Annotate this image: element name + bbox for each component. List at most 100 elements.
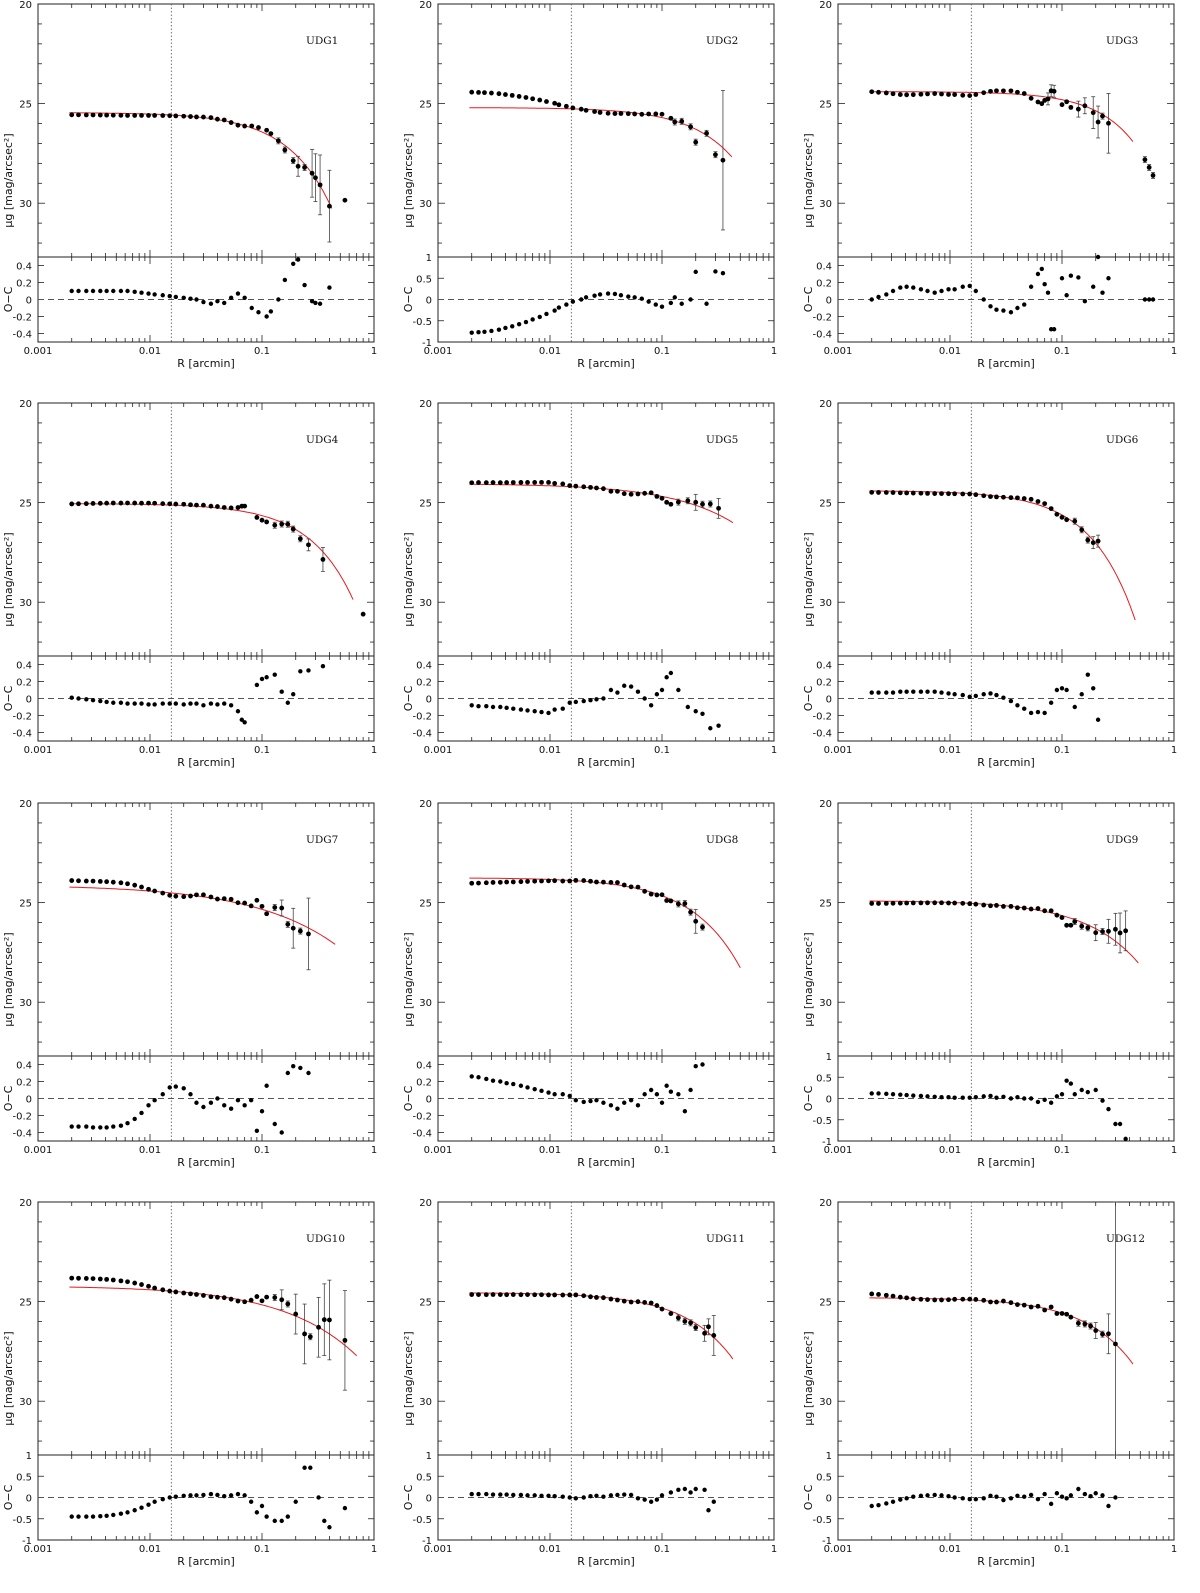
- data-point: [704, 130, 709, 136]
- res-tick-label: 0.5: [16, 1472, 32, 1483]
- residual-point: [884, 1091, 889, 1097]
- residual-point: [1028, 1492, 1034, 1498]
- residual-point: [1028, 284, 1034, 289]
- residual-point: [1095, 254, 1101, 260]
- residual-point: [869, 297, 874, 302]
- data-point: [1028, 95, 1034, 101]
- res-tick-label: -0.4: [412, 1129, 432, 1140]
- residual-point: [659, 687, 665, 693]
- residual-point: [167, 701, 172, 706]
- panel-udg9: 0.001 0.01 0.1 1 R [arcmin] 20 25 30 μg [mag/arc…: [802, 799, 1177, 1169]
- data-point: [97, 112, 103, 118]
- data-point: [876, 89, 881, 95]
- residual-point: [869, 1091, 874, 1096]
- data-point: [194, 1292, 199, 1297]
- residual-point: [884, 690, 889, 695]
- data-point: [869, 489, 875, 495]
- y-tick-label: 25: [819, 100, 832, 111]
- data-point: [1090, 540, 1096, 546]
- residual-point: [293, 1499, 298, 1504]
- data-point: [932, 491, 938, 496]
- residual-point: [693, 1064, 698, 1069]
- residual-point: [248, 1098, 254, 1103]
- data-point: [132, 1280, 138, 1286]
- residual-point: [876, 1091, 881, 1096]
- res-tick-label: 0.4: [16, 1061, 32, 1072]
- data-point: [221, 1295, 227, 1301]
- residual-point: [285, 1070, 291, 1076]
- data-point: [890, 91, 896, 97]
- x-tick-label: 0.1: [1054, 1145, 1070, 1156]
- data-point: [668, 1311, 674, 1316]
- residual-point: [925, 288, 930, 294]
- y-tick-label: 20: [19, 799, 32, 810]
- data-point: [628, 491, 634, 497]
- x-tick-label: 1: [371, 1145, 377, 1156]
- data-point: [167, 1288, 173, 1294]
- x-tick-label: 1: [371, 346, 377, 357]
- data-point: [1085, 537, 1091, 543]
- residual-point: [904, 689, 909, 694]
- data-point: [208, 503, 214, 509]
- data-point: [1015, 89, 1020, 95]
- residual-point: [254, 1128, 260, 1134]
- residual-point: [890, 288, 896, 294]
- residual-axis-title: O−C: [802, 1085, 815, 1111]
- residual-point: [98, 288, 103, 294]
- data-point: [228, 896, 234, 902]
- data-point: [621, 1298, 627, 1304]
- data-point: [69, 501, 75, 507]
- x-tick-label: 0.001: [824, 1145, 853, 1156]
- data-point: [693, 918, 699, 924]
- residual-point: [646, 299, 651, 304]
- residual-point: [313, 300, 318, 306]
- residual-point: [573, 1496, 579, 1501]
- data-point: [254, 897, 260, 903]
- data-point: [297, 928, 303, 934]
- residual-point: [967, 694, 972, 699]
- data-point: [1075, 1320, 1081, 1326]
- x-tick-label: 0.001: [24, 1145, 53, 1156]
- residual-point: [579, 297, 584, 302]
- data-point: [1142, 157, 1148, 163]
- data-point: [925, 900, 930, 906]
- y-tick-label: 30: [419, 199, 432, 210]
- residual-axis-title: O−C: [2, 1484, 15, 1510]
- residual-point: [693, 709, 698, 714]
- data-point: [215, 116, 220, 122]
- x-tick-label: 1: [771, 1544, 777, 1555]
- data-point: [248, 1297, 254, 1303]
- residual-point: [484, 703, 489, 709]
- residual-point: [490, 704, 496, 710]
- residual-point: [628, 1492, 634, 1498]
- data-point: [967, 901, 973, 907]
- data-point: [1001, 1298, 1006, 1304]
- x-tick-label: 0.01: [139, 745, 161, 756]
- data-point: [152, 888, 158, 894]
- data-point: [476, 880, 481, 886]
- panel-label: UDG11: [706, 1233, 745, 1245]
- data-point: [510, 480, 516, 485]
- residual-point: [239, 717, 244, 722]
- data-point: [1064, 517, 1070, 523]
- residual-point: [632, 295, 637, 300]
- data-point: [700, 501, 705, 507]
- residual-point: [469, 1074, 474, 1079]
- y-axis-title: μg [mag/arcsec²]: [2, 133, 15, 227]
- data-point: [664, 499, 670, 505]
- data-point: [118, 1278, 124, 1284]
- data-point: [716, 505, 721, 511]
- data-point: [532, 479, 538, 485]
- panels-grid: 0.001 0.01 0.1 1 R [arcmin] 20 25 30 μg [mag/arc…: [2, 0, 1177, 1568]
- data-point: [285, 1301, 291, 1307]
- panel-udg1: 0.001 0.01 0.1 1 R [arcmin] 20 25 30 μg [mag/arc…: [2, 0, 377, 370]
- residual-point: [702, 1487, 707, 1493]
- data-point: [1015, 495, 1020, 501]
- residual-point: [608, 1103, 614, 1108]
- data-point: [188, 114, 193, 119]
- residual-point: [259, 1109, 265, 1114]
- y-tick-label: 25: [819, 899, 832, 910]
- data-point: [567, 878, 573, 884]
- data-point: [125, 881, 130, 887]
- residual-point: [1008, 1096, 1014, 1101]
